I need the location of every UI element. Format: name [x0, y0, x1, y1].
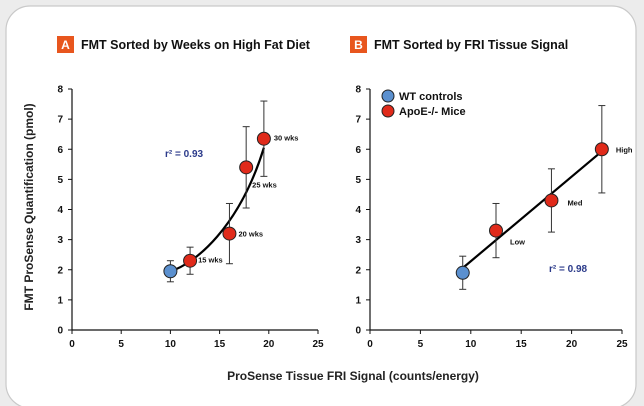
apoe-data-point [222, 226, 237, 241]
apoe-data-point [239, 160, 254, 175]
y-tick-label: 8 [57, 85, 63, 96]
x-tick-label: 5 [118, 339, 124, 350]
apoe-data-point [594, 142, 609, 157]
panel-a-badge [57, 36, 74, 53]
x-tick-label: 0 [69, 339, 75, 350]
point-label: Low [510, 238, 525, 247]
y-tick-label: 1 [57, 295, 63, 306]
point-label: High [616, 145, 633, 154]
y-tick-label: 1 [355, 295, 361, 306]
fit-line [462, 150, 603, 269]
panel-b-letter: B [354, 38, 363, 52]
x-tick-label: 25 [312, 339, 324, 350]
x-tick-label: 25 [616, 339, 628, 350]
apoe-data-point [489, 223, 503, 238]
wt-data-point [455, 265, 470, 280]
legend-marker [381, 89, 395, 103]
point-label: 30 wks [274, 134, 299, 143]
point-label: Med [567, 198, 582, 207]
x-tick-label: 10 [465, 339, 477, 350]
y-tick-label: 0 [355, 326, 361, 337]
y-tick-label: 5 [355, 175, 361, 186]
x-axis-label: ProSense Tissue FRI Signal (counts/energ… [227, 369, 479, 383]
x-tick-label: 5 [418, 339, 424, 350]
x-tick-label: 20 [263, 339, 275, 350]
x-tick-label: 10 [165, 339, 177, 350]
figure-card [5, 5, 637, 406]
y-tick-label: 6 [57, 145, 63, 156]
point-label: 25 wks [252, 180, 277, 189]
r-squared-label: r² = 0.98 [549, 264, 588, 275]
apoe-data-point [544, 193, 559, 208]
y-tick-label: 7 [355, 115, 361, 126]
panel-a-letter: A [61, 38, 70, 52]
y-axis-label: FMT ProSense Quantification (pmol) [22, 103, 36, 310]
legend-label: ApoE-/- Mice [399, 106, 466, 118]
apoe-data-point [256, 131, 271, 146]
x-tick-label: 20 [566, 339, 578, 350]
y-tick-label: 0 [57, 326, 63, 337]
fit-curve [170, 147, 265, 273]
y-tick-label: 5 [57, 175, 63, 186]
point-label: 20 wks [238, 230, 263, 239]
x-tick-label: 0 [367, 339, 373, 350]
panel-b-badge [350, 36, 367, 53]
y-tick-label: 4 [57, 205, 63, 216]
apoe-data-point [183, 253, 198, 268]
panel-b-title: FMT Sorted by FRI Tissue Signal [374, 38, 568, 52]
panel-b-plot: 0 5 10 15 20 25 0 1 2 3 4 5 6 7 8 Low Med High r² = 0.98 WT… [355, 85, 632, 351]
legend-label: WT controls [399, 91, 463, 103]
y-tick-label: 2 [57, 265, 63, 276]
wt-data-point [163, 264, 178, 279]
y-tick-label: 3 [355, 235, 361, 246]
y-tick-label: 6 [355, 145, 361, 156]
y-tick-label: 8 [355, 85, 361, 96]
x-tick-label: 15 [516, 339, 528, 350]
x-tick-label: 15 [214, 339, 226, 350]
y-tick-label: 7 [57, 115, 63, 126]
y-tick-label: 4 [355, 205, 361, 216]
y-tick-label: 2 [355, 265, 361, 276]
r-squared-label: r² = 0.93 [165, 149, 204, 160]
legend-marker [381, 104, 395, 118]
panel-a-plot: 0 5 10 15 20 25 0 1 2 3 4 5 6 7 8 15 wks 20 wks 25 wks 30 … [57, 85, 324, 351]
panel-a-title: FMT Sorted by Weeks on High Fat Diet [81, 38, 311, 52]
point-label: 15 wks [198, 256, 223, 265]
y-tick-label: 3 [57, 235, 63, 246]
